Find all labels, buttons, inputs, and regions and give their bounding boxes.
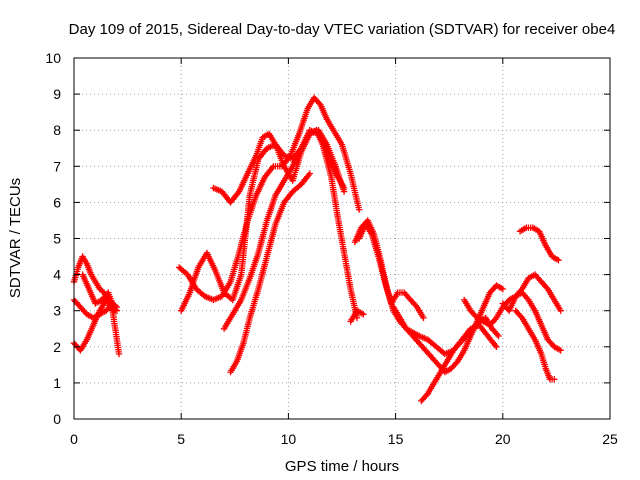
data-points <box>70 94 564 405</box>
y-tick-label: 1 <box>53 375 61 391</box>
data-point <box>551 376 558 383</box>
x-tick-label: 5 <box>177 431 185 447</box>
series-trace-17 <box>516 224 562 264</box>
data-point <box>493 343 500 350</box>
grid-lines <box>74 58 610 419</box>
x-tick-label: 10 <box>281 431 297 447</box>
series-trace-14 <box>418 314 502 405</box>
data-point <box>115 350 123 358</box>
x-tick-label: 0 <box>70 431 78 447</box>
axis-ticks: 0 1 2 3 4 5 6 7 8 9 10 0 5 10 15 20 25 <box>45 50 618 447</box>
series-trace-9 <box>227 170 313 376</box>
data-point <box>111 307 118 314</box>
data-point <box>340 184 348 192</box>
data-point <box>555 257 562 264</box>
y-tick-label: 8 <box>53 122 61 138</box>
data-point <box>495 332 502 340</box>
series-trace-18 <box>512 307 558 383</box>
x-tick-label: 20 <box>495 431 511 447</box>
series-trace-12 <box>347 307 367 325</box>
data-point <box>557 307 564 314</box>
y-tick-label: 3 <box>53 303 61 319</box>
y-tick-label: 2 <box>53 339 61 355</box>
series-trace-16 <box>499 271 564 314</box>
y-tick-label: 7 <box>53 158 61 174</box>
y-tick-label: 5 <box>53 231 61 247</box>
data-point <box>557 347 564 354</box>
chart-title: Day 109 of 2015, Sidereal Day-to-day VTE… <box>69 21 616 38</box>
data-point <box>356 206 363 213</box>
data-point <box>360 311 367 318</box>
y-tick-label: 0 <box>53 411 61 427</box>
x-tick-label: 25 <box>602 431 618 447</box>
data-point <box>499 285 506 293</box>
y-tick-label: 6 <box>53 194 61 210</box>
series-trace-4 <box>79 271 118 314</box>
x-tick-label: 15 <box>388 431 404 447</box>
series-trace-3 <box>70 296 123 358</box>
data-point <box>420 314 427 322</box>
data-point <box>306 170 313 177</box>
y-axis-label: SDTVAR / TECUs <box>7 178 24 298</box>
series-trace-15 <box>461 289 564 354</box>
y-tick-label: 4 <box>53 267 61 283</box>
y-tick-label: 10 <box>45 50 61 66</box>
series-trace-6 <box>178 127 348 314</box>
x-axis-label: GPS time / hours <box>285 458 399 475</box>
y-tick-label: 9 <box>53 86 61 102</box>
